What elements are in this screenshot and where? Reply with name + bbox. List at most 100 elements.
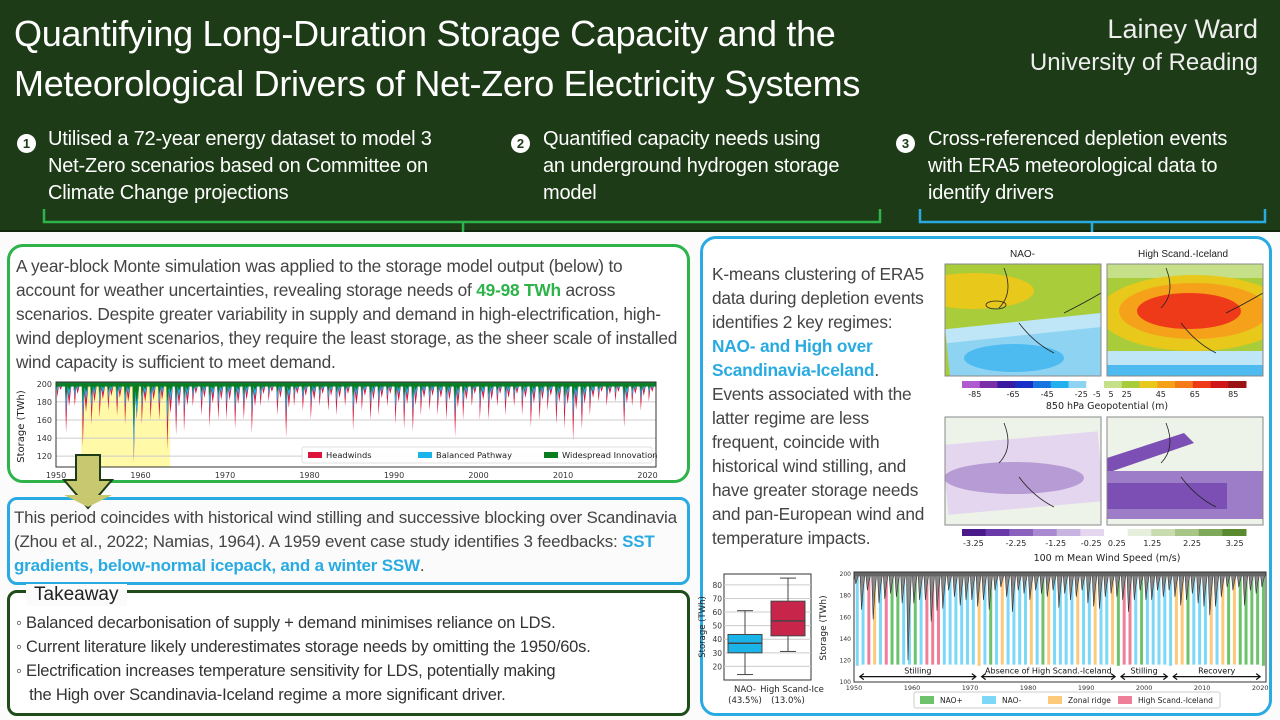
period-label: Stilling: [904, 667, 931, 676]
colorbar-segment: [1033, 381, 1052, 388]
regime-event-bar: [1018, 574, 1022, 666]
storage-dip-widespread-innovation: [166, 383, 174, 404]
map-title-high-scand: High Scand.-Iceland: [1138, 249, 1229, 260]
regime-event-bar: [1151, 574, 1155, 666]
down-arrow-icon: [61, 454, 115, 510]
colorbar-segment: [1009, 529, 1034, 536]
storage-dip: [970, 574, 976, 601]
colorbar-segment: [1175, 381, 1194, 388]
colorbar-segment: [1222, 529, 1247, 536]
storage-description: A year-block Monte simulation was applie…: [16, 254, 684, 374]
storage-dip: [1173, 574, 1179, 597]
takeaway-title: Takeaway: [26, 584, 127, 606]
storage-dip: [894, 574, 901, 597]
regime-event-bar: [971, 574, 975, 666]
storage-dip: [1254, 574, 1260, 594]
y-tick-label: 30: [712, 649, 722, 658]
regime-event-bar: [1186, 574, 1190, 666]
colorbar-tick: -0.25: [1081, 539, 1102, 548]
regimes-description: K-means clustering of ERA5 data during d…: [712, 262, 934, 550]
storage-dip-widespread-innovation: [183, 383, 190, 399]
colorbar-segment: [1157, 381, 1176, 388]
regime-event-bar: [948, 574, 952, 666]
text: This period coincides with historical wi…: [14, 508, 677, 551]
colorbar-segment: [1121, 381, 1140, 388]
regimes-highlight: NAO- and High over Scandinavia-Iceland: [712, 336, 875, 380]
regime-event-bar: [1174, 574, 1178, 666]
storage-dip: [1149, 574, 1156, 601]
wind-label: 100 m Mean Wind Speed (m/s): [1034, 553, 1181, 564]
y-tick-label: 120: [37, 452, 52, 461]
regime-event-bar: [873, 574, 877, 666]
regime-event-bar: [1215, 574, 1219, 666]
takeaway-bullet: ◦ Balanced decarbonisation of supply + d…: [16, 614, 556, 632]
colorbar-segment: [1033, 529, 1058, 536]
storage-dip: [1219, 574, 1226, 597]
regime-event-bar: [977, 574, 981, 666]
storage-dip: [1242, 574, 1249, 606]
text: across scenarios. Despite greater variab…: [16, 280, 678, 372]
regime-event-bar: [1169, 574, 1173, 666]
storage-dip: [912, 574, 918, 604]
storage-dip-widespread-innovation: [453, 383, 461, 401]
storage-dip: [1039, 574, 1046, 594]
plot-frame: [853, 571, 1267, 683]
title-line-1: Quantifying Long-Duration Storage Capaci…: [14, 13, 836, 54]
colorbar-tick: 3.25: [1226, 539, 1244, 548]
legend-label: Zonal ridge: [1068, 696, 1111, 705]
regime-event-bar: [890, 574, 894, 666]
y-tick-label: 160: [840, 614, 852, 621]
takeaway-bullet: the High over Scandinavia-Iceland regime…: [16, 686, 506, 704]
title-line-2: Meteorological Drivers of Net-Zero Elect…: [14, 63, 861, 104]
storage-dip: [900, 574, 906, 604]
y-tick-label: 70: [712, 594, 722, 603]
regime-event-bar: [913, 574, 917, 666]
y-tick-label: 80: [712, 581, 722, 590]
step-3-line: Cross-referenced depletion events: [928, 128, 1228, 150]
colorbar-tick: 65: [1190, 390, 1200, 399]
storage-dip: [1190, 574, 1197, 594]
regime-event-bar: [1029, 574, 1033, 666]
plot-frame: [55, 381, 657, 468]
regime-event-bar: [1000, 574, 1004, 666]
colorbar-segment: [1050, 381, 1069, 388]
step-2-number: 2: [511, 134, 530, 153]
regime-event-bar: [931, 574, 935, 666]
header: Quantifying Long-Duration Storage Capaci…: [0, 0, 1280, 232]
storage-dip-widespread-innovation: [555, 383, 562, 397]
box-share: (13.0%): [771, 696, 805, 706]
text: .: [419, 556, 425, 575]
storage-dip-widespread-innovation: [571, 383, 579, 401]
composite-maps: -85 -65 -45 -25 -5 5 25 45 65 85 -3.25 -2.25 -1.25-…: [944, 263, 1264, 564]
regime-event-bar: [1157, 574, 1161, 666]
colorbar-segment: [1228, 381, 1247, 388]
affiliation: University of Reading: [1029, 49, 1258, 76]
y-tick-label: 200: [37, 380, 52, 389]
regime-event-bar: [983, 574, 987, 666]
regime-event-bar: [965, 574, 969, 666]
colorbar-tick: -5: [1093, 390, 1101, 399]
map-geopotential-high-scand: [1107, 264, 1263, 376]
regime-event-bar: [925, 574, 929, 666]
storage-dip: [1144, 574, 1150, 601]
regime-event-bar: [1087, 574, 1091, 666]
x-tick-label: 1960: [130, 471, 150, 480]
colorbar-tick: -65: [1007, 390, 1020, 399]
regime-event-bar: [1122, 574, 1126, 666]
regime-event-bar: [1140, 574, 1144, 666]
storage-dip: [1033, 574, 1040, 591]
storage-dip: [1161, 574, 1168, 597]
storage-dip: [1260, 574, 1266, 588]
legend-label: Headwinds: [326, 450, 372, 460]
storage-dip: [1097, 574, 1104, 609]
y-tick-label: 140: [840, 636, 852, 643]
storage-dip: [1028, 574, 1034, 601]
colorbar-segment: [1080, 529, 1105, 536]
storage-dip-widespread-innovation: [402, 383, 410, 398]
storage-dip-widespread-innovation: [529, 383, 537, 397]
storage-dip: [917, 574, 924, 601]
regime-event-bar: [1012, 574, 1016, 666]
storage-dip: [1022, 574, 1028, 594]
regime-legend: NAO+ NAO- Zonal ridge High Scand.-Iceland: [913, 691, 1221, 709]
legend-swatch: [920, 696, 934, 704]
